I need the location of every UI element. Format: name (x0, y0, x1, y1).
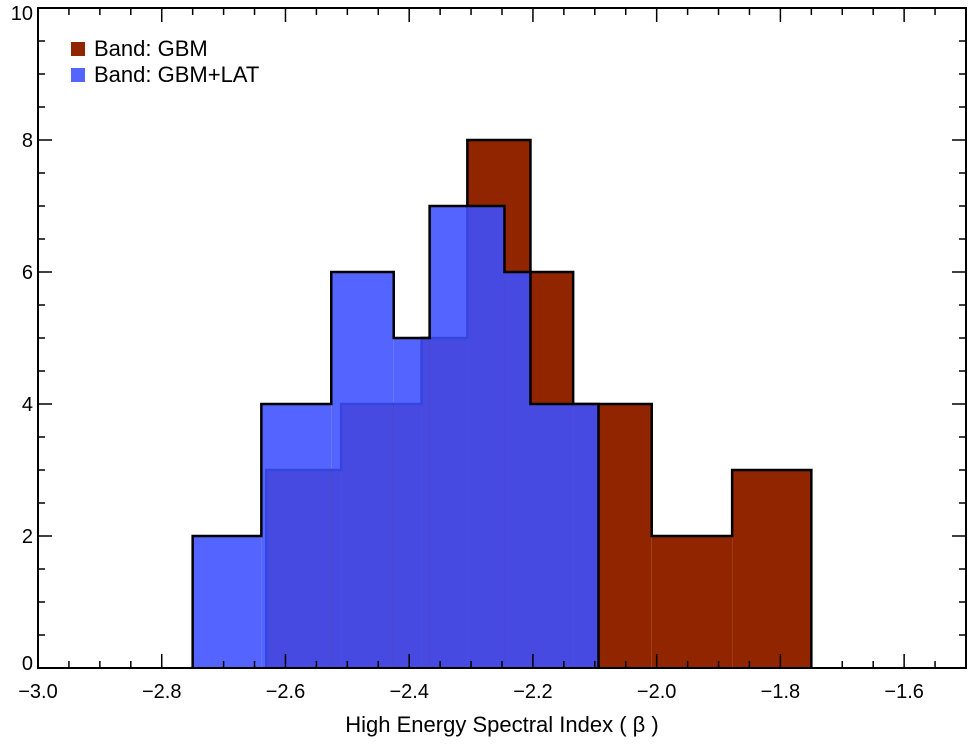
y-tick-label: 0 (22, 653, 33, 675)
x-axis-label: High Energy Spectral Index ( β ) (345, 712, 658, 737)
x-tick-label: −2.2 (513, 681, 552, 703)
histogram-bar (331, 272, 394, 668)
histogram-bar (429, 206, 505, 668)
histogram-bar (598, 404, 652, 668)
legend-swatch (71, 42, 85, 56)
histogram-bar (651, 536, 733, 668)
x-tick-label: −2.6 (266, 681, 305, 703)
histogram-bar (393, 338, 430, 668)
series-1 (191, 204, 600, 668)
y-tick-label: 2 (22, 526, 33, 548)
histogram-bars (191, 138, 813, 668)
legend-label: Band: GBM+LAT (94, 62, 259, 87)
histogram-bar (192, 536, 262, 668)
x-tick-label: −1.8 (761, 681, 800, 703)
x-tick-label: −2.0 (637, 681, 676, 703)
y-tick-label: 8 (22, 130, 33, 152)
legend-label: Band: GBM (94, 36, 208, 61)
x-tick-label: −3.0 (18, 681, 57, 703)
y-tick-label: 4 (22, 394, 33, 416)
plot-frame (37, 7, 967, 669)
histogram-bar (732, 470, 812, 668)
x-tick-labels: −3.0 −2.8 −2.6 −2.4 −2.2 −2.0 −1.8 −1.6 (18, 681, 924, 703)
legend-swatch (71, 68, 85, 82)
axis-ticks (37, 7, 967, 669)
histogram-bar (261, 404, 332, 668)
histogram-bar (504, 272, 531, 668)
y-tick-label: 6 (22, 262, 33, 284)
x-tick-label: −1.6 (884, 681, 923, 703)
y-tick-labels: 0 2 4 6 8 10 (11, 3, 33, 675)
histogram-outline (191, 204, 600, 668)
y-tick-label: 10 (11, 3, 33, 25)
x-tick-label: −2.4 (389, 681, 428, 703)
histogram-bar (530, 404, 599, 668)
x-tick-label: −2.8 (142, 681, 181, 703)
